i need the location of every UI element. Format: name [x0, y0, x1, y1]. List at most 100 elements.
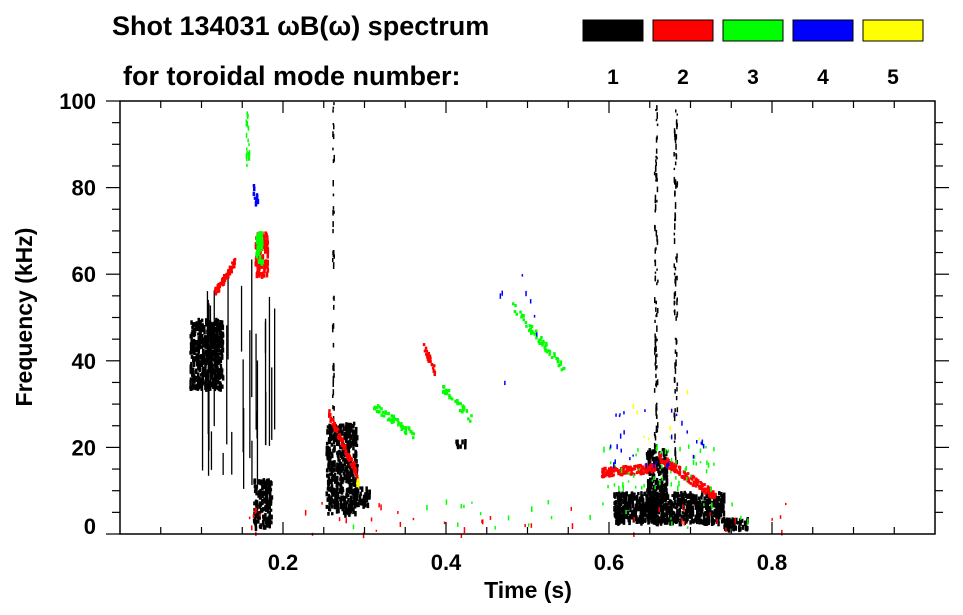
spectral-mark [641, 510, 645, 516]
spectral-mark [706, 460, 708, 465]
spectral-mark [619, 413, 621, 416]
spectral-mark [654, 259, 656, 263]
spectral-mark [704, 491, 708, 495]
spectral-mark [701, 483, 705, 487]
spectral-mark [220, 343, 223, 347]
spectral-mark [265, 260, 268, 265]
spectral-mark [254, 521, 257, 528]
spectral-mark [630, 515, 633, 520]
spectral-mark [411, 431, 414, 435]
spectral-mark [204, 376, 208, 382]
spectral-mark [683, 500, 686, 506]
spectral-mark [197, 337, 201, 343]
spectral-mark [675, 396, 678, 401]
spectral-mark [652, 494, 655, 501]
spectral-mark [616, 444, 618, 450]
spectral-mark [362, 532, 365, 539]
spectral-mark [253, 478, 256, 485]
spectral-mark [390, 414, 394, 418]
feature-mode-1 [653, 105, 659, 455]
spectral-mark [659, 451, 662, 454]
spectral-mark [266, 267, 270, 273]
spectral-mark [217, 339, 220, 345]
spectral-mark [658, 460, 661, 467]
spectral-mark [447, 389, 450, 393]
spectral-mark [345, 422, 348, 426]
spectral-mark [380, 413, 383, 417]
spectral-mark [656, 353, 658, 358]
spectral-mark [701, 519, 704, 525]
spectral-mark [658, 465, 662, 469]
spectral-mark [674, 389, 676, 394]
spectral-mark [629, 507, 632, 513]
spectral-mark [337, 440, 341, 447]
spectral-mark [715, 513, 718, 520]
spectral-mark [339, 429, 343, 436]
spectral-mark [717, 507, 720, 511]
spectral-mark [662, 448, 666, 454]
spectral-mark [337, 430, 341, 435]
spectral-mark [589, 514, 591, 520]
spectral-mark [638, 468, 640, 471]
spectral-mark [190, 355, 194, 359]
spectral-mark [260, 501, 263, 506]
spectral-mark [349, 434, 352, 440]
feature-mode-1 [673, 109, 679, 473]
spectral-mark [654, 333, 656, 339]
spectral-mark [676, 382, 679, 386]
spectral-mark [615, 519, 618, 525]
spectral-mark [646, 507, 649, 513]
spectral-mark [648, 452, 652, 458]
spectral-mark [686, 514, 689, 520]
spectral-mark [663, 513, 666, 518]
spectral-mark [332, 418, 335, 422]
spectral-mark [691, 506, 694, 510]
spectral-mark [266, 247, 270, 253]
spectral-mark [711, 502, 713, 509]
spectral-mark [216, 375, 219, 380]
spectral-mark [461, 404, 464, 408]
spectral-mark [600, 474, 604, 478]
spectral-mark [678, 480, 680, 487]
spectral-mark [725, 520, 728, 526]
spectral-mark [632, 454, 634, 457]
spectral-mark [348, 443, 351, 447]
spectral-mark [335, 500, 338, 507]
spectral-mark [634, 509, 637, 515]
spectral-mark [533, 332, 536, 336]
spectral-mark [196, 360, 199, 365]
spectral-mark [653, 448, 656, 455]
spectral-mark [556, 357, 559, 361]
spectral-mark [655, 404, 657, 407]
spectral-mark [365, 497, 369, 503]
spectral-mark [693, 495, 697, 501]
spectral-mark [327, 437, 331, 441]
spectral-mark [735, 521, 739, 525]
spectral-mark [355, 441, 358, 447]
spectral-mark [652, 519, 656, 525]
spectral-mark [349, 459, 352, 463]
spectral-mark [659, 470, 662, 475]
spectral-mark [682, 474, 685, 478]
spectral-mark [462, 408, 465, 412]
spectral-mark [675, 339, 678, 343]
spectral-mark [465, 409, 469, 413]
spectral-mark [268, 497, 271, 503]
spectral-mark [653, 460, 656, 466]
spectral-mark [659, 495, 663, 501]
spectral-mark [251, 525, 253, 531]
spectral-mark [723, 492, 726, 498]
spectral-mark [330, 460, 334, 467]
spectral-mark [199, 354, 203, 359]
spectral-mark [326, 487, 330, 491]
spectral-mark [683, 477, 686, 481]
spectral-mark [627, 468, 630, 472]
spectral-mark [365, 489, 368, 495]
spectral-mark [723, 497, 726, 504]
spectral-mark [604, 474, 607, 478]
spectral-mark [654, 434, 656, 439]
spectral-mark [676, 184, 678, 188]
spectral-mark [355, 502, 358, 508]
spectral-mark [673, 272, 676, 276]
spectral-mark [332, 123, 335, 126]
